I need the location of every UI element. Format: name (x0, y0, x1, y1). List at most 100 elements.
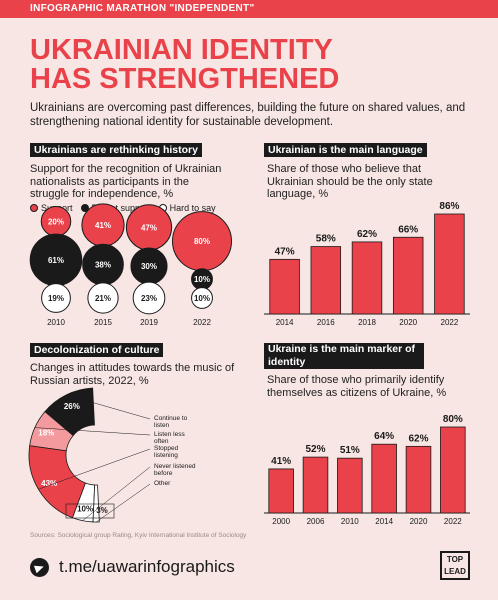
footer: t.me/uawarinfographics (30, 557, 235, 577)
language-year-2018: 2018 (358, 318, 376, 327)
culture-slice-4 (92, 484, 100, 523)
identity-value-2022: 80% (443, 414, 463, 425)
section-heading-culture: Decolonization of culture (30, 343, 164, 357)
language-year-2016: 2016 (317, 318, 335, 327)
language-bar-2014 (269, 258, 300, 315)
section-heading-identity: Ukraine is the main marker of identity (264, 343, 424, 369)
identity-value-2000: 41% (271, 456, 291, 467)
identity-bar-2006 (302, 456, 329, 514)
culture-leader-1 (34, 427, 151, 436)
culture-label-3-1: before (154, 470, 173, 477)
identity-year-2020: 2020 (410, 517, 428, 526)
bubble-year-2019: 2019 (140, 318, 158, 327)
bubble-label-2022-s0: 80% (194, 237, 210, 246)
bubble-label-2019-s1: 30% (141, 262, 157, 271)
identity-year-2014: 2014 (375, 517, 393, 526)
section-desc-language: Share of those who believe that Ukrainia… (267, 163, 433, 200)
identity-bar-2020 (405, 445, 432, 514)
identity-value-2014: 64% (374, 431, 394, 442)
language-year-2020: 2020 (399, 318, 417, 327)
bubble-label-2015-s2: 21% (95, 294, 111, 303)
identity-bar-2000 (268, 468, 294, 514)
bubble-label-2010-s1: 61% (48, 256, 64, 265)
source-note: Sources: Sociological group Rating, Kyiv… (30, 532, 247, 539)
header-bar: INFOGRAPHIC MARATHON "INDEPENDENT" (0, 0, 498, 18)
identity-value-2006: 52% (305, 444, 325, 455)
bubble-2022-s2 (191, 287, 213, 309)
bubble-label-2010-s0: 20% (48, 217, 64, 226)
language-value-2018: 62% (357, 229, 377, 240)
section-heading-language: Ukrainian is the main language (264, 143, 427, 157)
language-bar-2016 (310, 246, 342, 315)
section-desc-identity: Share of those who primarily identify th… (267, 374, 447, 399)
culture-leader-4 (96, 483, 151, 523)
section-heading-history: Ukrainians are rethinking history (30, 143, 202, 157)
bubble-year-2015: 2015 (94, 318, 112, 327)
identity-value-2010: 51% (340, 445, 360, 456)
language-value-2014: 47% (275, 246, 295, 257)
culture-value-4: 3% (96, 506, 108, 515)
bubble-label-2015-s0: 41% (95, 221, 111, 230)
language-bar-2020 (392, 236, 424, 315)
identity-year-2022: 2022 (444, 517, 462, 526)
page-title: UKRAINIAN IDENTITY HAS STRENGTHENED (30, 36, 339, 94)
language-value-2020: 66% (398, 224, 418, 235)
language-value-2022: 86% (439, 201, 459, 212)
telegram-icon[interactable] (30, 557, 49, 577)
top-lead-logo: TOP LEAD (440, 551, 470, 580)
title-line-2: HAS STRENGTHENED (30, 63, 340, 95)
language-year-2022: 2022 (441, 318, 459, 327)
identity-bar-2010 (337, 457, 363, 514)
bubble-year-2010: 2010 (47, 318, 65, 327)
bubble-2015-s2 (87, 282, 119, 314)
identity-bar-2022 (440, 426, 466, 514)
legend-not-support: Do not support (80, 203, 151, 213)
culture-label-1-0: Listen less (154, 431, 185, 438)
culture-value-3: 10% (77, 504, 93, 513)
language-year-2014: 2014 (276, 318, 294, 327)
culture-slice-2 (28, 445, 86, 519)
header-tag: INFOGRAPHIC MARATHON "INDEPENDENT" (30, 3, 255, 14)
language-bar-2018 (351, 241, 383, 315)
culture-label-3-0: Never listened (154, 463, 196, 470)
identity-year-2000: 2000 (272, 517, 290, 526)
logo-top-text: TOP (446, 555, 464, 564)
language-value-2016: 58% (316, 234, 336, 245)
identity-bar-2014 (371, 443, 397, 514)
bubble-2010-s2 (41, 283, 71, 313)
bubble-2019-s2 (132, 281, 166, 315)
title-line-1: UKRAINIAN IDENTITY (30, 34, 333, 66)
bubble-label-2022-s2: 10% (194, 294, 210, 303)
legend-label-hard-to-say: Hard to say (169, 203, 216, 213)
culture-value-box (65, 503, 115, 519)
legend-swatch-support (30, 204, 38, 212)
culture-leader-0 (66, 394, 151, 420)
culture-label-0-1: listen (154, 422, 170, 429)
bubble-label-2010-s2: 19% (48, 294, 64, 303)
culture-value-0: 26% (64, 402, 80, 411)
legend-swatch-not-support (80, 204, 89, 212)
identity-value-2020: 62% (408, 433, 428, 444)
identity-year-2010: 2010 (341, 517, 359, 526)
culture-label-2-1: listening (154, 452, 178, 459)
culture-value-1: 18% (38, 429, 54, 438)
section-desc-history: Support for the recognition of Ukrainian… (30, 163, 222, 200)
language-bar-2022 (434, 213, 465, 315)
section-desc-culture: Changes in attitudes towards the music o… (30, 362, 235, 387)
bubble-label-2015-s1: 38% (95, 261, 111, 270)
logo-bottom-text: LEAD (444, 567, 466, 576)
bubble-label-2019-s2: 23% (141, 294, 157, 303)
culture-leader-2 (38, 448, 151, 490)
bubble-label-2019-s0: 47% (141, 223, 157, 232)
culture-value-2: 43% (41, 479, 57, 488)
intro-text: Ukrainians are overcoming past differenc… (30, 102, 466, 128)
culture-label-0-0: Continue to (154, 415, 188, 422)
bubble-year-2022: 2022 (193, 318, 211, 327)
culture-leader-3 (82, 466, 151, 521)
legend-label-not-support: Do not support (91, 203, 151, 213)
bubble-label-2022-s1: 10% (194, 275, 210, 284)
identity-year-2006: 2006 (307, 517, 325, 526)
telegram-link[interactable]: t.me/uawarinfographics (59, 557, 235, 576)
culture-label-2-0: Stopped (154, 445, 179, 452)
